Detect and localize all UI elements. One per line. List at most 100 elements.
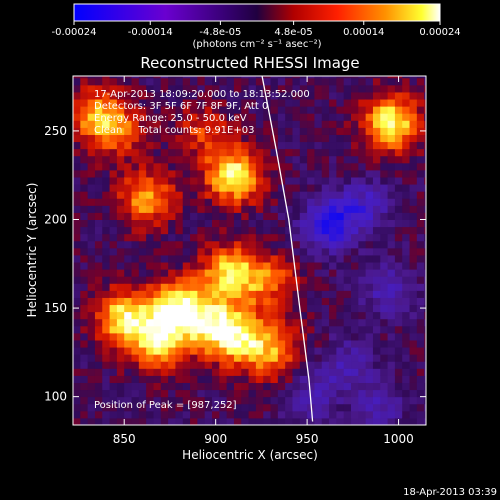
heatmap-cell xyxy=(146,184,154,192)
heatmap-cell xyxy=(102,191,111,199)
heatmap-cell xyxy=(292,141,301,150)
heatmap-cell xyxy=(124,396,133,405)
heatmap-cell xyxy=(255,141,264,150)
heatmap-cell xyxy=(321,84,330,93)
heatmap-cell xyxy=(270,368,279,376)
heatmap-cell xyxy=(80,120,89,128)
heatmap-cell xyxy=(292,354,301,362)
heatmap-cell xyxy=(336,113,345,121)
heatmap-cell xyxy=(87,205,96,213)
heatmap-cell xyxy=(116,361,125,369)
heatmap-cell xyxy=(321,141,330,150)
heatmap-cell xyxy=(153,297,162,306)
heatmap-cell xyxy=(94,283,103,291)
heatmap-cell xyxy=(94,417,103,425)
heatmap-cell xyxy=(94,332,103,341)
heatmap-cell xyxy=(424,176,426,185)
heatmap-cell xyxy=(365,77,374,86)
heatmap-cell xyxy=(270,219,279,228)
heatmap-cell xyxy=(299,290,308,298)
heatmap-cell xyxy=(87,339,96,348)
heatmap-cell xyxy=(124,226,133,235)
heatmap-cell xyxy=(219,155,228,164)
heatmap-cell xyxy=(87,106,96,114)
heatmap-cell xyxy=(109,219,118,228)
heatmap-cell xyxy=(153,77,162,86)
heatmap-cell xyxy=(102,283,111,291)
heatmap-cell xyxy=(109,120,118,128)
heatmap-cell xyxy=(387,205,396,213)
heatmap-cell xyxy=(292,325,301,334)
heatmap-cell xyxy=(87,99,96,107)
heatmap-cell xyxy=(160,368,169,376)
heatmap-cell xyxy=(424,106,426,114)
heatmap-cell xyxy=(299,254,308,263)
heatmap-cell xyxy=(255,339,264,348)
heatmap-cell xyxy=(175,219,184,228)
heatmap-cell xyxy=(343,347,352,355)
heatmap-cell xyxy=(153,219,162,228)
heatmap-cell xyxy=(73,155,81,164)
heatmap-cell xyxy=(124,276,133,284)
heatmap-cell xyxy=(175,84,184,93)
heatmap-cell xyxy=(124,283,133,291)
heatmap-cell xyxy=(190,368,198,376)
heatmap-cell xyxy=(197,127,206,135)
heatmap-cell xyxy=(351,368,359,376)
heatmap-cell xyxy=(160,389,169,398)
heatmap-cell xyxy=(358,141,367,150)
x-tick-label: 900 xyxy=(204,432,227,446)
heatmap-cell xyxy=(263,205,272,213)
heatmap-cell xyxy=(219,219,228,228)
heatmap-cell xyxy=(138,347,147,355)
heatmap-cell xyxy=(402,410,411,419)
heatmap-cell xyxy=(212,127,220,135)
heatmap-cell xyxy=(138,368,147,376)
heatmap-cell xyxy=(372,247,381,256)
heatmap-cell xyxy=(241,84,250,93)
render-timestamp: 18-Apr-2013 03:39 xyxy=(403,487,497,498)
heatmap-cell xyxy=(175,276,184,284)
heatmap-cell xyxy=(402,368,411,376)
heatmap-cell xyxy=(387,155,396,164)
heatmap-cell xyxy=(80,233,89,242)
heatmap-cell xyxy=(197,417,206,425)
heatmap-cell xyxy=(387,219,396,228)
heatmap-cell xyxy=(197,233,206,242)
heatmap-cell xyxy=(80,297,89,306)
heatmap-cell xyxy=(402,403,411,412)
heatmap-cell xyxy=(255,91,264,100)
heatmap-cell xyxy=(124,148,133,157)
heatmap-cell xyxy=(372,76,381,79)
heatmap-cell xyxy=(358,99,367,107)
heatmap-cell xyxy=(336,84,345,93)
heatmap-cell xyxy=(160,84,169,93)
heatmap-cell xyxy=(248,141,257,150)
heatmap-cell xyxy=(402,396,411,405)
heatmap-cell xyxy=(241,247,250,256)
heatmap-cell xyxy=(226,106,235,114)
heatmap-cell xyxy=(255,198,264,206)
heatmap-cell xyxy=(182,205,191,213)
heatmap-cell xyxy=(73,247,81,256)
heatmap-cell xyxy=(160,212,169,220)
heatmap-cell xyxy=(255,191,264,199)
heatmap-cell xyxy=(219,240,228,249)
heatmap-cell xyxy=(175,176,184,185)
heatmap-cell xyxy=(116,127,125,135)
heatmap-cell xyxy=(219,269,228,277)
heatmap-cell xyxy=(387,410,396,419)
heatmap-cell xyxy=(182,148,191,157)
heatmap-cell xyxy=(336,417,345,425)
heatmap-cell xyxy=(329,247,337,256)
heatmap-cell xyxy=(307,297,315,306)
heatmap-cell xyxy=(263,184,272,192)
heatmap-cell xyxy=(80,276,89,284)
heatmap-cell xyxy=(263,311,272,320)
heatmap-cell xyxy=(402,332,411,341)
heatmap-cell xyxy=(226,134,235,143)
heatmap-cell xyxy=(182,297,191,306)
heatmap-cell xyxy=(365,396,374,405)
heatmap-cell xyxy=(160,191,169,199)
heatmap-cell xyxy=(219,184,228,192)
